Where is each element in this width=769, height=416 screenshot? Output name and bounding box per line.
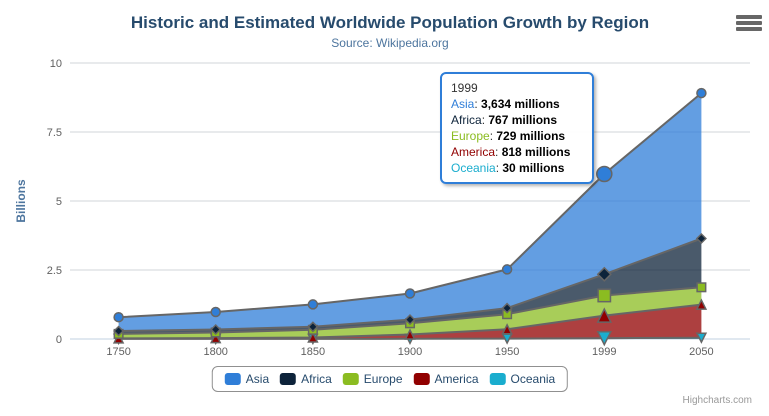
marker-oceania-2050[interactable] bbox=[695, 332, 708, 344]
legend-label: Asia bbox=[245, 372, 270, 386]
x-axis-tick-label: 1950 bbox=[495, 346, 519, 358]
legend: Asia Africa Europe America Oceania bbox=[211, 366, 569, 392]
x-axis-tick-label: 1900 bbox=[398, 346, 422, 358]
tooltip-colon: : bbox=[495, 145, 502, 159]
marker-africa-1900[interactable] bbox=[404, 314, 416, 326]
legend-label: Africa bbox=[301, 372, 332, 386]
marker-asia-1750[interactable] bbox=[113, 311, 124, 323]
tooltip-series-name: Oceania bbox=[451, 161, 496, 175]
area-africa[interactable] bbox=[118, 238, 702, 334]
credits-link[interactable]: Highcharts.com bbox=[682, 395, 752, 406]
marker-europe-2050[interactable] bbox=[696, 282, 707, 293]
marker-america-1850[interactable] bbox=[307, 331, 319, 343]
marker-africa-1800[interactable] bbox=[210, 323, 222, 336]
marker-africa-1999[interactable] bbox=[596, 266, 612, 282]
x-axis-tick-label: 1750 bbox=[106, 346, 130, 358]
hamburger-icon bbox=[734, 15, 764, 31]
marker-africa-1850[interactable] bbox=[307, 321, 319, 333]
marker-asia-1900[interactable] bbox=[404, 288, 416, 299]
legend-item-africa[interactable]: Africa bbox=[280, 372, 332, 386]
legend-symbol-america bbox=[413, 373, 430, 385]
y-axis-title: Billions bbox=[14, 179, 28, 223]
chart-subtitle: Source: Wikipedia.org bbox=[331, 36, 449, 50]
tooltip-row-america: America: 818 millions bbox=[451, 144, 583, 160]
tooltip-row-europe: Europe: 729 millions bbox=[451, 128, 583, 144]
y-axis-tick-label: 2.5 bbox=[47, 265, 62, 277]
tooltip-row-asia: Asia: 3,634 millions bbox=[451, 96, 583, 112]
legend-item-america[interactable]: America bbox=[413, 372, 479, 386]
marker-asia-1800[interactable] bbox=[210, 306, 221, 318]
x-axis-tick-label: 2050 bbox=[689, 346, 713, 358]
tooltip-series-name: Europe bbox=[451, 129, 490, 143]
marker-america-1800[interactable] bbox=[209, 331, 222, 344]
tooltip-series-name: Africa bbox=[451, 113, 482, 127]
export-menu-button[interactable] bbox=[734, 13, 764, 35]
marker-america-1999[interactable] bbox=[596, 307, 613, 323]
marker-oceania-1999[interactable] bbox=[596, 330, 613, 347]
x-axis-tick-label: 1800 bbox=[203, 346, 227, 358]
tooltip-colon: : bbox=[474, 97, 482, 111]
tooltip-header: 1999 bbox=[451, 81, 478, 95]
marker-asia-1950[interactable] bbox=[501, 264, 513, 275]
marker-africa-2050[interactable] bbox=[695, 232, 707, 245]
tooltip-colon: : bbox=[481, 113, 489, 127]
x-axis-tick-label: 1999 bbox=[592, 346, 616, 358]
tooltip-row-africa: Africa: 767 millions bbox=[451, 112, 583, 128]
tooltip-series-value: 818 millions bbox=[501, 145, 571, 159]
tooltip-colon: : bbox=[495, 161, 503, 175]
legend-label: Europe bbox=[363, 372, 403, 386]
legend-symbol-asia bbox=[224, 373, 241, 385]
marker-america-1950[interactable] bbox=[501, 323, 513, 335]
tooltip-series-value: 767 millions bbox=[488, 113, 558, 127]
legend-item-asia[interactable]: Asia bbox=[224, 372, 270, 386]
marker-asia-1999[interactable] bbox=[596, 165, 613, 183]
marker-europe-1999[interactable] bbox=[597, 288, 612, 303]
tooltip-series-value: 3,634 millions bbox=[481, 97, 560, 111]
tooltip-colon: : bbox=[489, 129, 497, 143]
tooltip-series-value: 30 millions bbox=[502, 161, 565, 175]
marker-asia-2050[interactable] bbox=[696, 87, 707, 99]
area-asia[interactable] bbox=[118, 93, 702, 331]
tooltip-row-oceania: Oceania: 30 millions bbox=[451, 160, 583, 176]
y-axis-tick-label: 5 bbox=[56, 196, 62, 208]
legend-label: Oceania bbox=[510, 372, 556, 386]
tooltip: 1999 Asia: 3,634 millions Africa: 767 mil… bbox=[440, 72, 594, 184]
tooltip-series-name: America bbox=[451, 145, 496, 159]
legend-item-oceania[interactable]: Oceania bbox=[489, 372, 556, 386]
y-axis-tick-label: 10 bbox=[50, 58, 62, 70]
y-axis-tick-label: 0 bbox=[56, 334, 62, 346]
y-axis-tick-label: 7.5 bbox=[47, 127, 62, 139]
legend-symbol-europe bbox=[342, 373, 359, 385]
marker-africa-1750[interactable] bbox=[113, 325, 125, 337]
marker-africa-1950[interactable] bbox=[501, 302, 513, 314]
area-america[interactable] bbox=[118, 304, 702, 339]
legend-item-europe[interactable]: Europe bbox=[342, 372, 403, 386]
tooltip-series-value: 729 millions bbox=[496, 129, 566, 143]
tooltip-rows: Asia: 3,634 millions Africa: 767 millions… bbox=[451, 96, 583, 176]
legend-symbol-oceania bbox=[489, 373, 506, 385]
tooltip-series-name: Asia bbox=[451, 97, 475, 111]
marker-america-1900[interactable] bbox=[404, 328, 416, 340]
x-axis-tick-label: 1850 bbox=[301, 346, 325, 358]
legend-label: America bbox=[434, 372, 479, 386]
marker-america-2050[interactable] bbox=[695, 298, 708, 310]
marker-asia-1850[interactable] bbox=[307, 299, 319, 310]
chart-title: Historic and Estimated Worldwide Populat… bbox=[130, 13, 650, 32]
legend-symbol-africa bbox=[280, 373, 297, 385]
